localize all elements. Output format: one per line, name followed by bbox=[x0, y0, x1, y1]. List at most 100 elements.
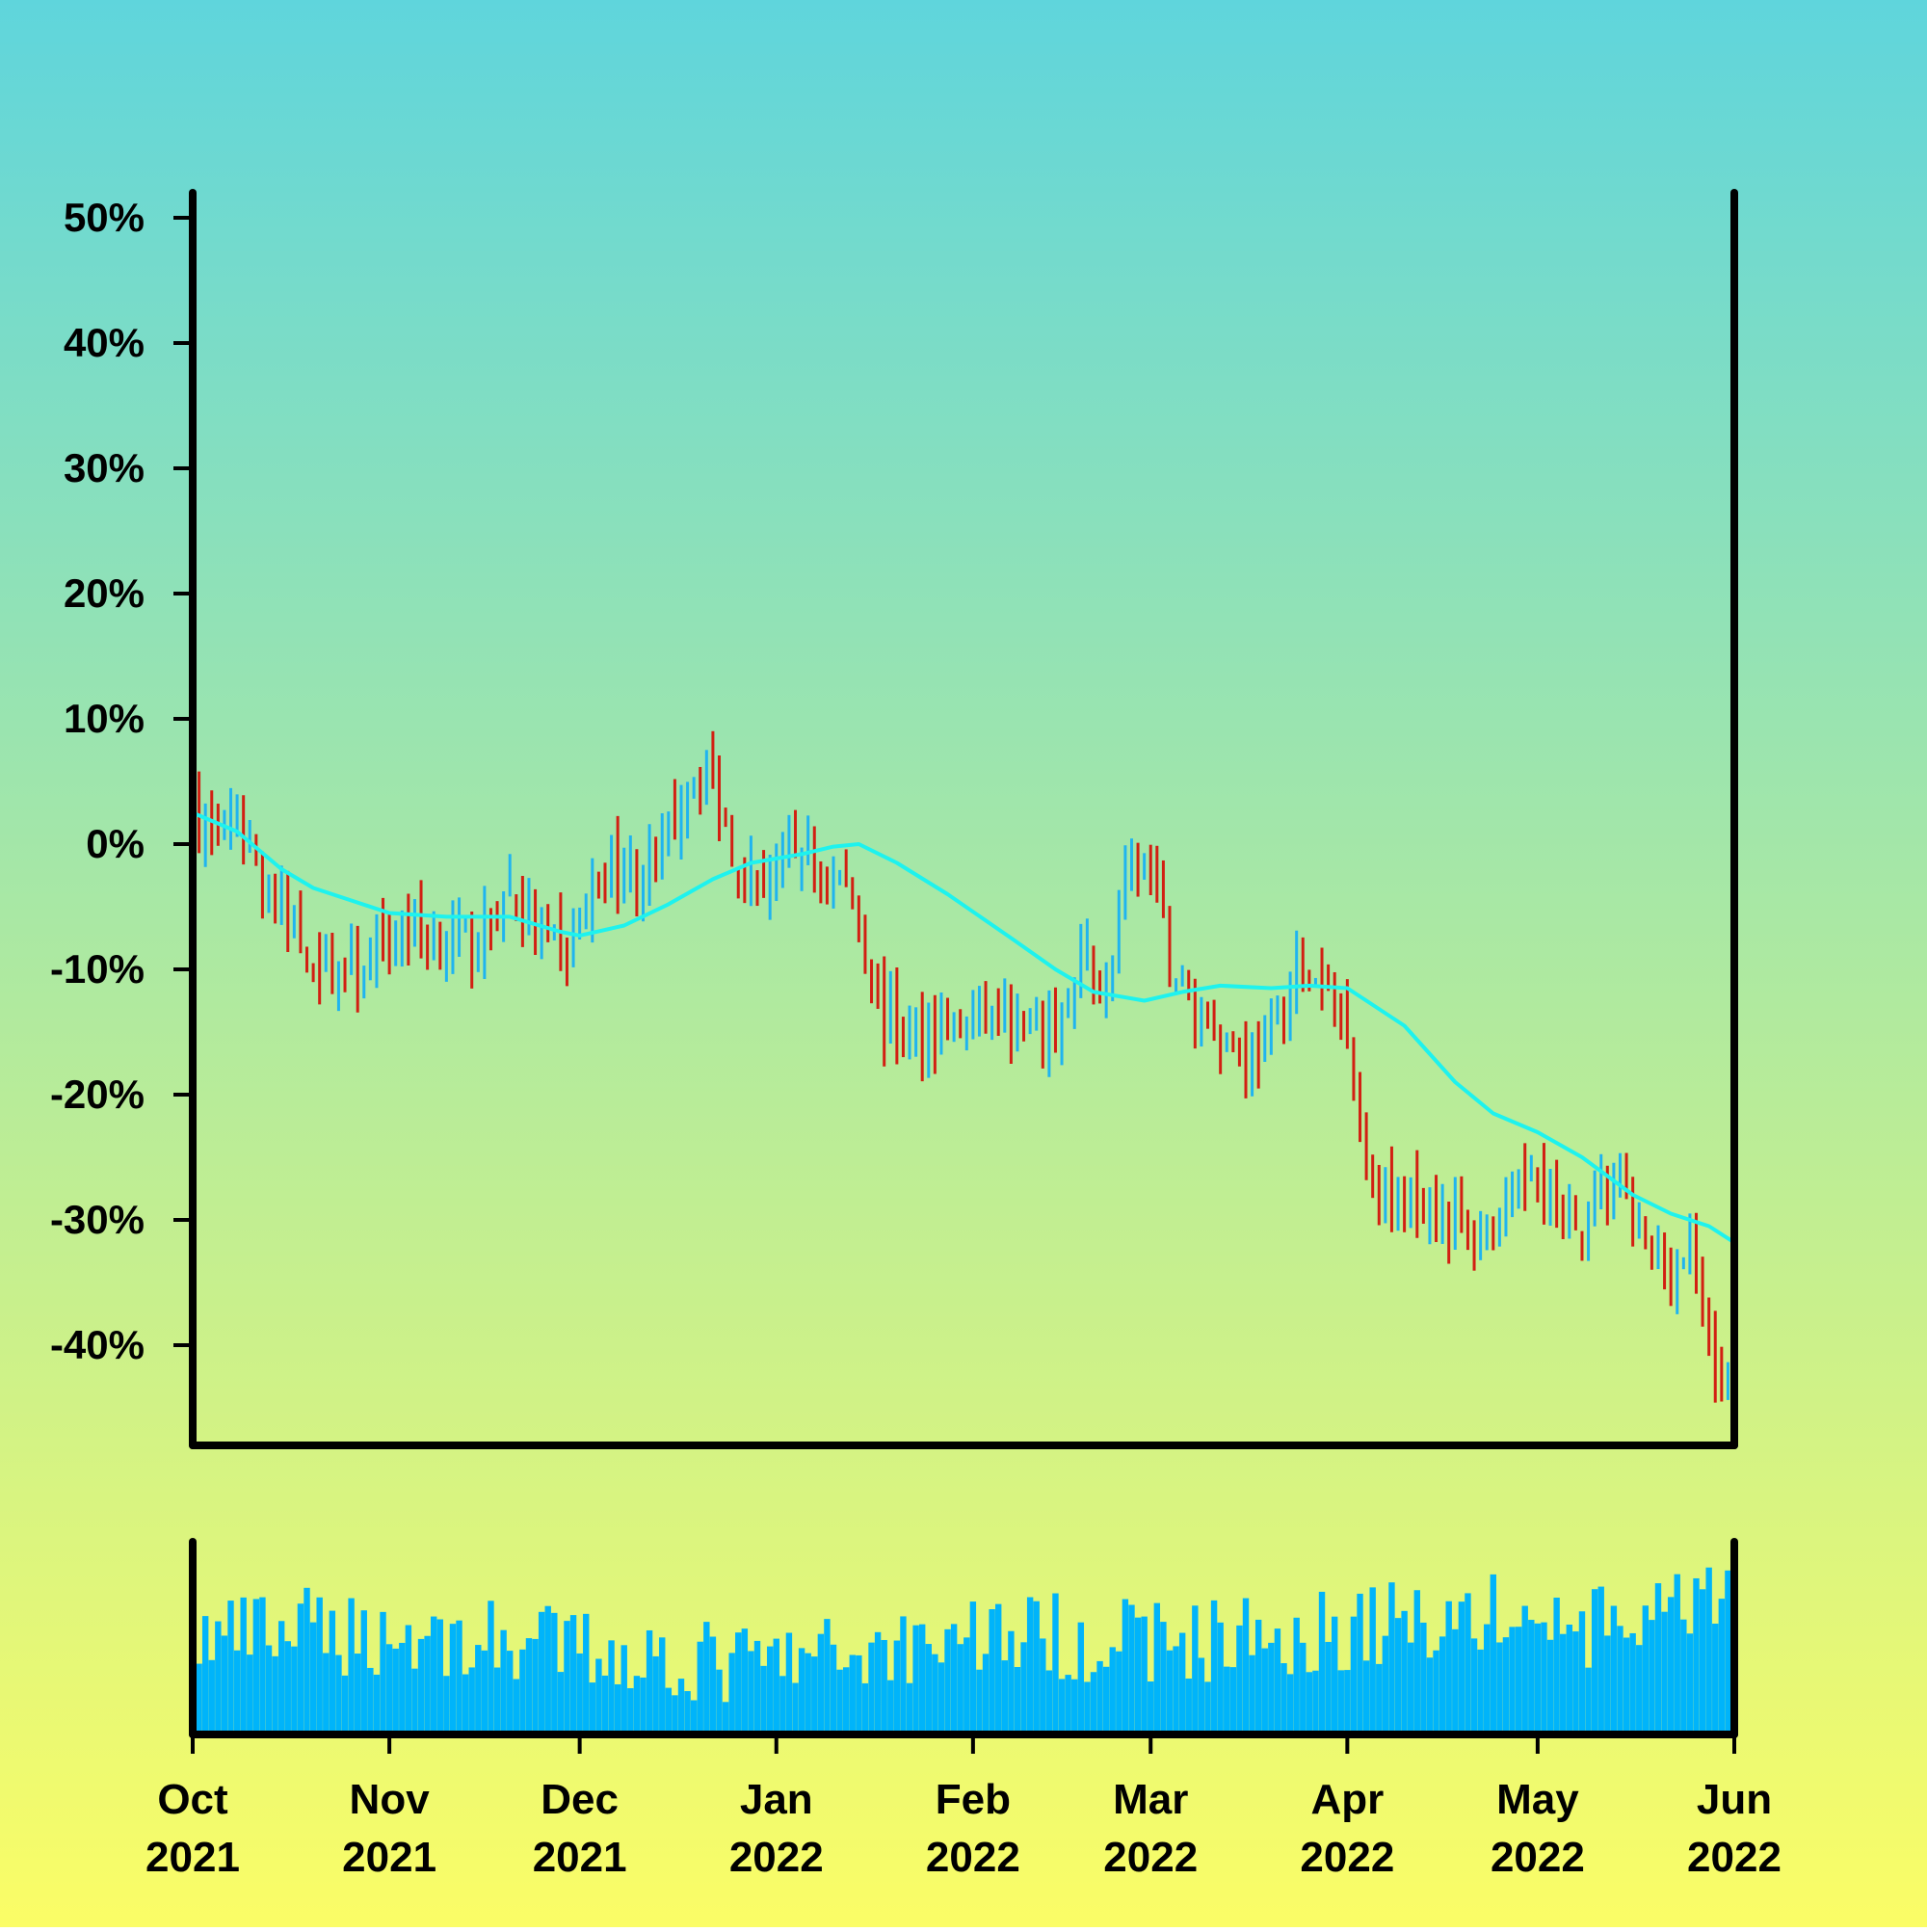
volume-bar bbox=[424, 1635, 431, 1734]
volume-bar bbox=[842, 1667, 850, 1734]
volume-bar bbox=[1394, 1618, 1402, 1734]
volume-bar bbox=[569, 1615, 577, 1734]
volume-bar bbox=[1591, 1589, 1598, 1734]
volume-bar bbox=[583, 1613, 590, 1734]
volume-bar bbox=[1173, 1646, 1179, 1734]
volume-bar bbox=[456, 1620, 462, 1734]
x-tick-label-year: 2022 bbox=[729, 1834, 824, 1881]
volume-bar bbox=[1198, 1657, 1205, 1734]
x-tick-label-year: 2022 bbox=[1687, 1834, 1782, 1881]
volume-bar bbox=[1141, 1616, 1148, 1734]
volume-bar bbox=[1148, 1681, 1154, 1734]
volume-bar bbox=[817, 1633, 825, 1734]
volume-bar bbox=[1300, 1642, 1307, 1734]
volume-bar bbox=[493, 1667, 501, 1734]
volume-bar bbox=[1286, 1674, 1294, 1734]
volume-bar bbox=[1109, 1647, 1116, 1734]
volume-bar bbox=[925, 1644, 932, 1734]
volume-bar bbox=[417, 1638, 425, 1734]
price-panel bbox=[198, 730, 1729, 1403]
volume-bar bbox=[672, 1695, 678, 1734]
volume-bar bbox=[1166, 1650, 1174, 1734]
volume-bar bbox=[1008, 1630, 1015, 1734]
x-tick-label-year: 2021 bbox=[145, 1834, 240, 1881]
volume-bar bbox=[297, 1603, 304, 1734]
volume-bar bbox=[1572, 1631, 1579, 1734]
volume-bar bbox=[1458, 1601, 1465, 1734]
volume-bar bbox=[1362, 1660, 1370, 1734]
volume-bar bbox=[1502, 1637, 1510, 1734]
volume-bar bbox=[1178, 1632, 1186, 1734]
volume-bar bbox=[1090, 1672, 1097, 1734]
axes-layer: 50% 40% 30% 20% 10% 0% -10% -20% -30% -40% Oct 2021… bbox=[50, 189, 1782, 1881]
volume-bar bbox=[1661, 1611, 1668, 1734]
x-tick-label-month: Feb bbox=[936, 1776, 1011, 1823]
volume-bar bbox=[291, 1646, 298, 1734]
volume-bar bbox=[1534, 1623, 1542, 1734]
volume-bar bbox=[513, 1679, 520, 1734]
volume-bar bbox=[1477, 1649, 1484, 1734]
volume-bar bbox=[1014, 1667, 1021, 1734]
volume-bar bbox=[443, 1676, 450, 1734]
volume-bar bbox=[335, 1654, 342, 1734]
volume-bar bbox=[1426, 1657, 1434, 1734]
volume-bar bbox=[1546, 1639, 1554, 1734]
volume-bar bbox=[748, 1651, 754, 1734]
volume-bar bbox=[1128, 1604, 1135, 1734]
volume-bar bbox=[360, 1610, 367, 1734]
volume-bar bbox=[1528, 1620, 1535, 1734]
volume-bar bbox=[309, 1622, 317, 1734]
volume-bar bbox=[481, 1650, 488, 1734]
volume-bar bbox=[1026, 1597, 1034, 1734]
volume-bar bbox=[633, 1676, 641, 1734]
moving-average-line bbox=[192, 810, 1736, 1245]
volume-bar bbox=[1058, 1679, 1066, 1734]
volume-bar bbox=[431, 1616, 437, 1734]
x-tick-label-month: Nov bbox=[350, 1776, 431, 1823]
volume-bar bbox=[1229, 1667, 1237, 1734]
volume-bar bbox=[1496, 1642, 1503, 1734]
volume-bar bbox=[1306, 1672, 1313, 1734]
volume-bar bbox=[519, 1649, 526, 1734]
volume-bar bbox=[557, 1672, 565, 1734]
volume-bar bbox=[304, 1587, 310, 1734]
volume-bar bbox=[468, 1667, 475, 1734]
volume-bar bbox=[861, 1682, 869, 1734]
volume-bar bbox=[1102, 1666, 1110, 1734]
volume-bar bbox=[1185, 1678, 1192, 1734]
volume-bar bbox=[620, 1645, 627, 1734]
volume-bar bbox=[1382, 1635, 1389, 1734]
x-tick-label-month: Oct bbox=[157, 1776, 228, 1823]
volume-bar bbox=[1654, 1583, 1662, 1734]
volume-bar bbox=[392, 1648, 399, 1734]
y-tick-label: -10% bbox=[50, 946, 145, 992]
volume-bar bbox=[1642, 1605, 1650, 1734]
volume-bar bbox=[697, 1641, 703, 1734]
volume-bar bbox=[252, 1599, 260, 1734]
volume-bar bbox=[1667, 1597, 1675, 1734]
volume-bar bbox=[538, 1611, 545, 1734]
volume-bar bbox=[341, 1675, 349, 1734]
volume-bar bbox=[1318, 1591, 1326, 1734]
volume-bar bbox=[475, 1645, 482, 1734]
volume-bar bbox=[937, 1662, 945, 1734]
y-tick-label: -30% bbox=[50, 1197, 145, 1242]
volume-bar bbox=[1084, 1681, 1091, 1734]
volume-bar bbox=[735, 1632, 742, 1734]
volume-bar bbox=[405, 1625, 412, 1734]
volume-bar bbox=[1274, 1628, 1281, 1734]
volume-bar bbox=[995, 1603, 1002, 1734]
volume-bar bbox=[677, 1679, 685, 1734]
volume-bar bbox=[265, 1645, 273, 1734]
volume-bar bbox=[1674, 1574, 1680, 1734]
volume-bar bbox=[792, 1682, 799, 1734]
volume-bar bbox=[411, 1668, 418, 1734]
volume-bar bbox=[380, 1611, 386, 1734]
volume-bar bbox=[1636, 1645, 1643, 1734]
volume-bar bbox=[1242, 1598, 1250, 1734]
volume-bar bbox=[1553, 1598, 1560, 1734]
volume-bar bbox=[646, 1629, 653, 1734]
volume-bar bbox=[640, 1677, 647, 1734]
volume-bar bbox=[824, 1619, 831, 1734]
